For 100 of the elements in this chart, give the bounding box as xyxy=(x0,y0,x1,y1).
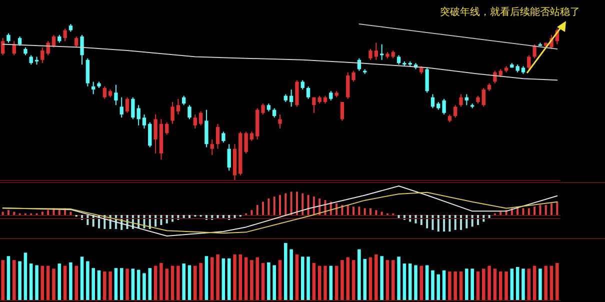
bar xyxy=(476,215,479,226)
bar xyxy=(295,254,299,300)
bar xyxy=(358,206,360,215)
candlestick xyxy=(272,108,276,118)
candlestick xyxy=(295,80,299,108)
bar xyxy=(397,256,400,300)
bar xyxy=(352,260,356,300)
candlestick xyxy=(244,131,248,154)
candlestick xyxy=(63,28,67,42)
bar xyxy=(534,206,536,215)
bar xyxy=(420,266,424,300)
bar xyxy=(13,212,16,215)
candlestick xyxy=(0,38,5,56)
candlestick xyxy=(482,87,486,108)
candlestick xyxy=(142,114,146,130)
candlestick xyxy=(396,54,401,66)
bar xyxy=(408,264,412,300)
bar xyxy=(374,254,378,300)
bar xyxy=(233,254,236,300)
candlestick xyxy=(425,67,429,94)
bar xyxy=(448,215,451,232)
bar xyxy=(443,215,446,232)
bar xyxy=(182,264,186,300)
bar xyxy=(40,266,44,300)
bar xyxy=(238,254,242,300)
bar xyxy=(69,262,72,300)
candlestick xyxy=(91,81,96,95)
bar xyxy=(324,266,327,300)
bar xyxy=(279,194,281,215)
bar xyxy=(296,192,298,215)
bar xyxy=(471,215,474,227)
candlestick xyxy=(222,131,226,144)
bar xyxy=(532,266,536,300)
bar xyxy=(170,266,174,300)
bar xyxy=(431,270,434,300)
bar xyxy=(47,210,50,215)
bar xyxy=(504,272,508,300)
bar xyxy=(86,215,89,226)
bar xyxy=(465,268,468,300)
bar xyxy=(160,262,163,300)
bar xyxy=(210,257,214,300)
candlestick xyxy=(374,42,378,60)
bar xyxy=(425,265,429,300)
bar xyxy=(63,266,67,300)
bar xyxy=(142,273,146,300)
bar xyxy=(80,256,84,300)
bar xyxy=(346,204,349,215)
candlestick xyxy=(18,36,22,46)
bar xyxy=(103,272,106,300)
bar xyxy=(256,204,258,215)
bar xyxy=(341,204,344,215)
bar xyxy=(250,260,254,300)
bar xyxy=(262,202,264,215)
candlestick xyxy=(368,48,372,60)
bar xyxy=(476,272,480,300)
candlestick xyxy=(198,110,203,126)
bar xyxy=(154,215,157,227)
bar xyxy=(29,264,33,300)
candlestick xyxy=(74,36,78,48)
bar xyxy=(500,212,502,215)
candlestick xyxy=(120,96,124,118)
bar xyxy=(318,266,322,300)
bar xyxy=(6,256,10,300)
bar xyxy=(358,249,361,300)
bar xyxy=(352,206,355,215)
candlestick xyxy=(52,34,56,48)
bar xyxy=(148,268,152,300)
candlestick xyxy=(380,44,384,60)
bar xyxy=(370,208,372,215)
bar xyxy=(527,268,531,300)
candlestick xyxy=(289,89,294,108)
bar xyxy=(46,266,50,300)
bar xyxy=(550,266,554,300)
bar xyxy=(126,268,129,300)
bar xyxy=(329,266,333,300)
candlestick xyxy=(29,54,33,66)
candlestick xyxy=(442,98,446,115)
bar xyxy=(420,215,422,226)
bar xyxy=(114,268,118,300)
candlestick xyxy=(346,72,350,100)
bar xyxy=(488,266,491,300)
candlestick xyxy=(148,122,152,148)
bar xyxy=(426,215,428,228)
text: 突破年线，就看后续能否站稳了 xyxy=(440,6,580,19)
candlestick xyxy=(300,80,304,90)
bar xyxy=(18,261,22,300)
bar xyxy=(1,260,4,300)
bar xyxy=(108,272,112,300)
candlestick xyxy=(193,114,197,130)
bar xyxy=(194,266,197,300)
bar xyxy=(544,204,547,215)
candlestick xyxy=(459,94,463,108)
bar xyxy=(510,268,514,300)
bar xyxy=(334,266,338,300)
bar xyxy=(544,266,548,300)
bar xyxy=(250,210,253,215)
bar xyxy=(278,260,282,300)
candlestick xyxy=(430,94,435,109)
bar xyxy=(58,210,60,215)
candlestick xyxy=(188,104,192,120)
